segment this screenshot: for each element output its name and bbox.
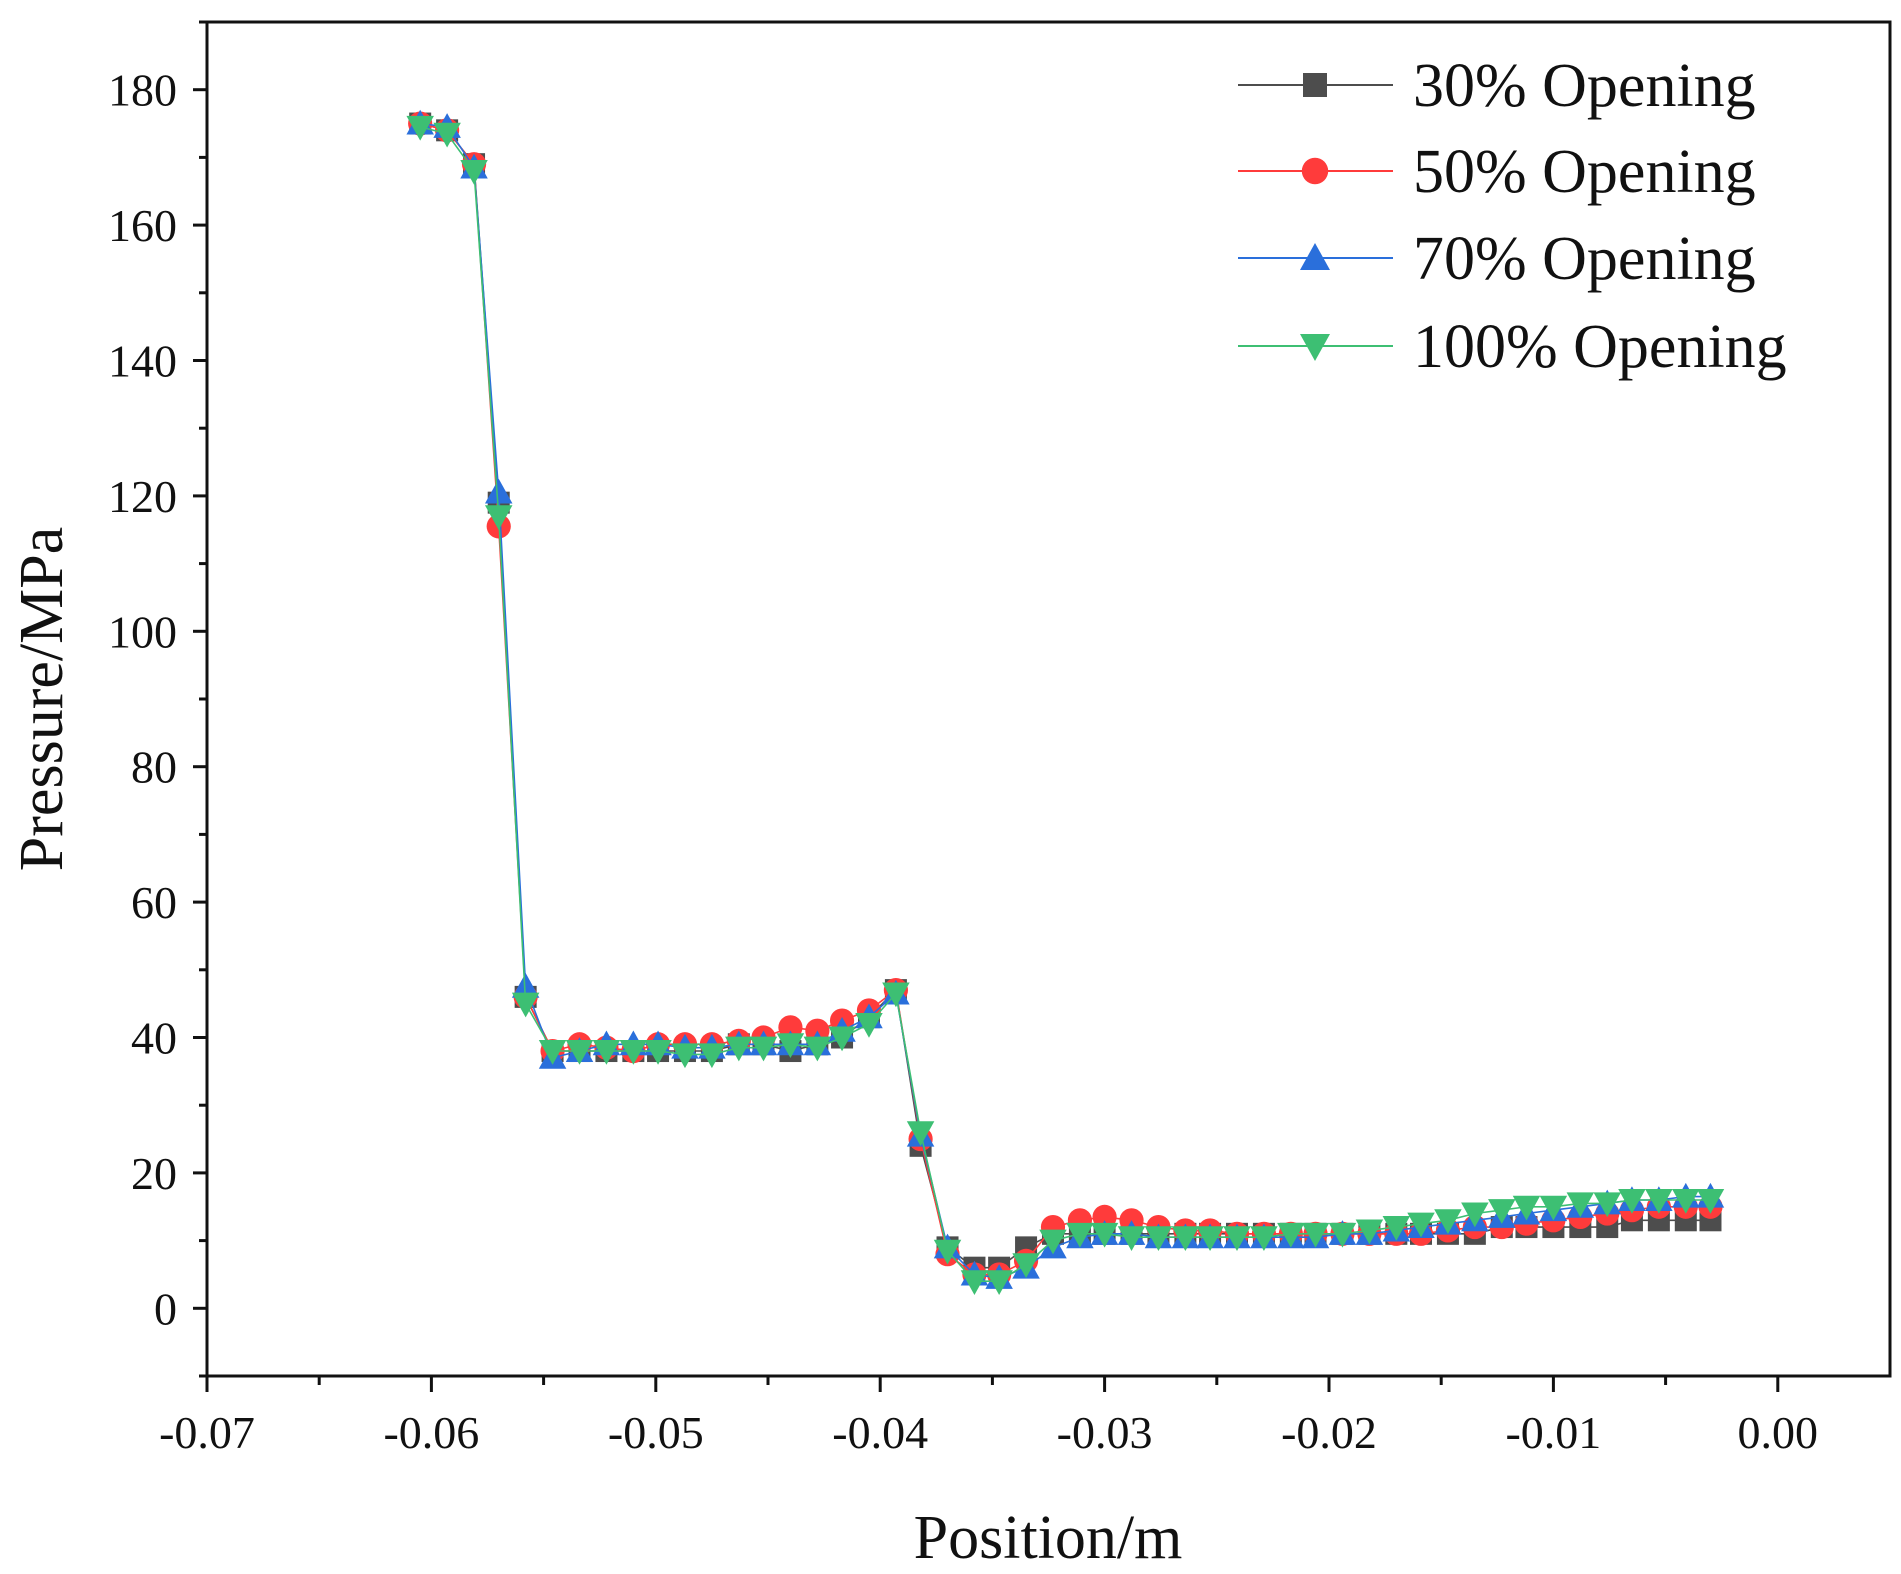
x-tick-label: -0.02: [1281, 1407, 1377, 1458]
x-tick-label: -0.01: [1505, 1407, 1601, 1458]
data-point: [592, 1040, 621, 1065]
data-point: [960, 1270, 989, 1295]
y-tick-label: 120: [108, 471, 177, 522]
data-point: [1618, 1188, 1646, 1214]
series-4: [406, 115, 1725, 1295]
data-point: [855, 1012, 883, 1038]
data-point: [1196, 1226, 1224, 1251]
x-tick-label: -0.04: [832, 1407, 928, 1458]
data-point: [460, 159, 488, 185]
series-layer: [406, 109, 1725, 1295]
y-tick-label: 20: [131, 1148, 177, 1199]
data-point: [433, 122, 461, 148]
data-point: [1566, 1192, 1595, 1218]
data-point: [1672, 1188, 1700, 1214]
y-tick-label: 40: [131, 1013, 177, 1064]
data-point: [1090, 1222, 1119, 1248]
y-axis-title: Pressure/MPa: [8, 527, 76, 871]
y-tick-label: 0: [154, 1283, 177, 1334]
data-point: [406, 115, 434, 141]
data-point: [1488, 1199, 1516, 1224]
data-point: [906, 1121, 935, 1147]
y-tick-label: 140: [108, 336, 177, 387]
data-point: [538, 1040, 567, 1065]
data-point: [985, 1270, 1013, 1295]
y-tick-label: 160: [108, 200, 177, 251]
data-point: [828, 1026, 856, 1052]
data-point: [1512, 1195, 1541, 1221]
data-point: [933, 1239, 962, 1265]
data-point: [1382, 1216, 1411, 1241]
data-point: [776, 1033, 805, 1059]
data-point: [749, 1036, 778, 1062]
data-point: [1434, 1209, 1462, 1235]
data-point: [644, 1040, 672, 1065]
legend-marker: [1303, 73, 1327, 97]
data-point: [1301, 1222, 1330, 1248]
data-point: [725, 1036, 753, 1062]
x-axis: -0.07 -0.06 -0.05 -0.04 -0.03 -0.02 -0.01 0.00: [159, 1376, 1818, 1458]
data-point: [1407, 1212, 1435, 1238]
data-point: [698, 1043, 726, 1069]
legend-label: 30% Opening: [1413, 52, 1756, 120]
data-point: [671, 1043, 699, 1069]
plot-series-area: [406, 109, 1725, 1295]
data-point: [1645, 1188, 1673, 1214]
x-tick-label: -0.06: [383, 1407, 479, 1458]
data-point: [1066, 1222, 1094, 1248]
x-axis-title: Position/m: [914, 1504, 1183, 1572]
x-tick-label: 0.00: [1738, 1407, 1819, 1458]
legend-label: 70% Opening: [1413, 225, 1756, 293]
y-axis: 0 20 40 60 80 100 120 140 160 180: [108, 20, 207, 1378]
data-point: [565, 1040, 594, 1065]
y-tick-label: 180: [108, 65, 177, 116]
data-point: [1144, 1226, 1173, 1251]
data-point: [484, 478, 513, 504]
y-tick-label: 80: [131, 742, 177, 793]
data-point: [1355, 1219, 1384, 1245]
x-tick-label: -0.03: [1057, 1407, 1153, 1458]
data-point: [803, 1036, 832, 1062]
legend-marker: [1301, 157, 1329, 185]
legend-marker: [1300, 243, 1330, 270]
data-point: [1461, 1202, 1489, 1228]
data-point: [1012, 1253, 1040, 1279]
data-point: [1328, 1222, 1357, 1248]
y-tick-label: 100: [108, 606, 177, 657]
legend: 30% Opening 50% Opening 70% Opening 100% Op…: [1238, 52, 1787, 381]
data-point: [1039, 1229, 1067, 1255]
data-point: [882, 982, 910, 1008]
data-point: [511, 972, 540, 998]
data-point: [1593, 1192, 1622, 1218]
data-point: [484, 505, 513, 530]
data-point: [1117, 1226, 1146, 1251]
data-point: [1250, 1226, 1278, 1251]
y-tick-label: 60: [131, 877, 177, 928]
x-tick-label: -0.07: [159, 1407, 255, 1458]
x-tick-label: -0.05: [608, 1407, 704, 1458]
data-point: [1696, 1188, 1725, 1214]
data-point: [511, 992, 540, 1018]
legend-marker: [1300, 334, 1330, 361]
data-point: [1223, 1226, 1251, 1251]
legend-label: 100% Opening: [1413, 313, 1787, 381]
legend-label: 50% Opening: [1413, 138, 1756, 206]
data-point: [1171, 1226, 1200, 1251]
data-point: [1539, 1195, 1568, 1221]
data-point: [1277, 1222, 1305, 1248]
data-point: [619, 1040, 648, 1065]
